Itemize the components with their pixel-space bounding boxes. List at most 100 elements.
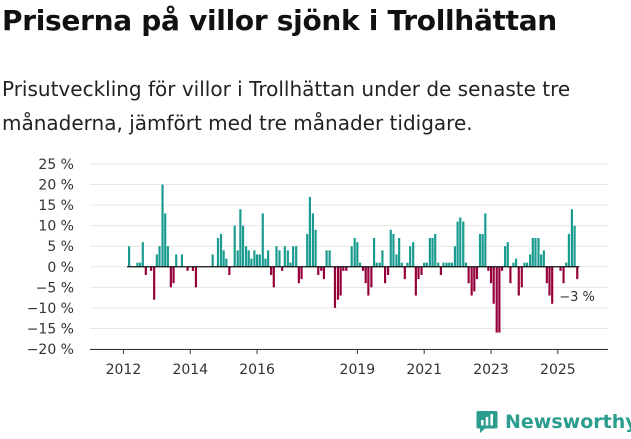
bar	[256, 254, 259, 267]
bar	[464, 262, 468, 267]
bar	[567, 233, 570, 267]
bar	[400, 262, 403, 267]
bar	[175, 254, 178, 267]
bar	[565, 262, 568, 267]
bar	[333, 266, 337, 308]
bar	[437, 262, 440, 267]
y-tick-label: −5 %	[36, 280, 74, 296]
bar	[445, 262, 448, 267]
x-tick-label: 2021	[406, 362, 442, 378]
bar	[517, 266, 520, 296]
bar	[320, 266, 323, 271]
bar	[283, 246, 286, 267]
bar	[339, 266, 342, 296]
bar	[448, 262, 451, 267]
bar	[128, 246, 131, 267]
bar	[478, 233, 482, 267]
bar	[498, 266, 501, 333]
bar	[239, 209, 242, 267]
bar	[509, 266, 512, 284]
bar	[542, 250, 545, 267]
bar	[487, 266, 490, 271]
bar	[281, 266, 284, 271]
bar	[264, 258, 267, 267]
bar	[540, 254, 543, 267]
bar	[403, 266, 406, 280]
x-tick-label: 2014	[172, 362, 208, 378]
x-tick-label: 2019	[340, 362, 376, 378]
bar	[194, 266, 198, 288]
y-axis-labels: 25 % 20 % 15 % 10 % 5 % 0 % −5 % −10 % −15 % −20 …	[27, 157, 74, 358]
bar	[141, 242, 144, 267]
bar	[292, 246, 295, 267]
y-tick-label: 10 %	[38, 219, 74, 235]
x-axis-labels: 2012 2014 2016 2019 2021 2023 2025	[106, 349, 576, 378]
y-tick-label: 5 %	[47, 239, 74, 255]
bar	[372, 238, 376, 267]
bar	[529, 254, 532, 267]
newsworthy-brand[interactable]: Newsworthy	[476, 407, 631, 437]
bar	[456, 221, 459, 267]
bar	[216, 238, 220, 267]
bar	[164, 213, 167, 267]
chart-title: Priserna på villor sjönk i Trollhättan	[2, 4, 557, 37]
bar	[139, 262, 142, 267]
bar	[459, 217, 462, 267]
bar	[222, 250, 225, 267]
bar	[297, 266, 300, 284]
bar	[378, 262, 381, 267]
bar	[241, 225, 245, 267]
bar	[161, 184, 164, 267]
end-value-label: −3 %	[559, 290, 595, 305]
bar	[308, 196, 311, 267]
bar	[300, 266, 303, 280]
bar	[570, 209, 573, 267]
x-tick-label: 2012	[106, 362, 142, 378]
chart-subtitle: Prisutveckling för villor i Trollhättan …	[2, 77, 571, 135]
bar	[531, 238, 534, 267]
bar	[406, 262, 409, 267]
bar	[381, 250, 384, 267]
bar	[267, 250, 270, 267]
bar	[180, 254, 183, 267]
bar	[258, 254, 261, 267]
bar	[191, 266, 195, 271]
bar	[186, 266, 189, 271]
axes	[90, 266, 608, 350]
bar	[420, 266, 423, 275]
bar	[428, 238, 431, 267]
bar	[306, 233, 309, 267]
bar	[462, 221, 465, 267]
bar	[233, 225, 236, 267]
bar	[336, 266, 340, 300]
bar	[278, 250, 281, 267]
bar	[325, 250, 328, 267]
bar	[270, 266, 273, 275]
bar	[244, 246, 248, 267]
bar	[328, 250, 331, 267]
bar	[489, 266, 493, 284]
bar	[150, 266, 153, 271]
bar	[389, 229, 392, 267]
bar	[144, 266, 147, 275]
newsworthy-logo-icon	[476, 411, 498, 433]
bar	[361, 266, 365, 271]
x-tick-label: 2016	[239, 362, 275, 378]
bar	[453, 246, 457, 267]
bar	[387, 266, 390, 275]
bar	[342, 266, 345, 271]
bar	[548, 266, 551, 296]
bar	[317, 266, 320, 275]
y-tick-label: 20 %	[38, 178, 74, 194]
bar	[169, 266, 172, 288]
bar	[573, 225, 576, 267]
bar	[503, 246, 507, 267]
bar	[228, 266, 231, 275]
bar	[414, 266, 417, 296]
bars	[128, 184, 579, 333]
y-tick-label: −15 %	[27, 321, 74, 337]
bar	[450, 262, 454, 267]
bar	[423, 262, 426, 267]
bar	[350, 246, 353, 267]
